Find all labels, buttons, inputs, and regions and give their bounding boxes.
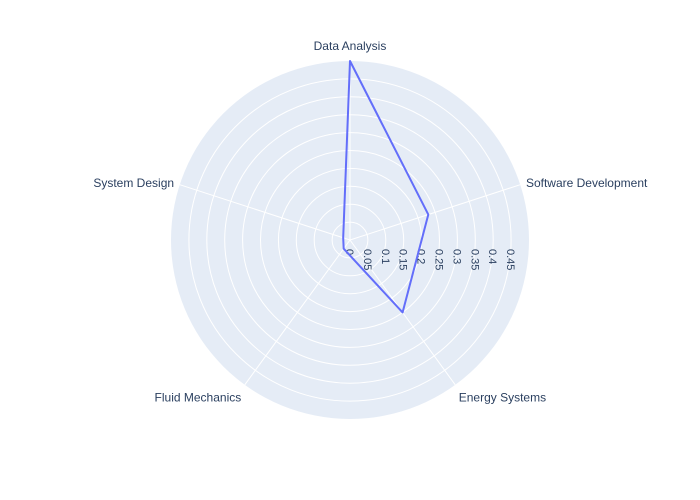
category-labels: Data Analysis Software Development Energy … — [93, 39, 648, 405]
radial-tick-label: 0.4 — [486, 249, 498, 264]
category-label: Energy Systems — [459, 391, 546, 405]
category-label: Data Analysis — [314, 39, 387, 53]
radial-tick-labels: 0 0.05 0.1 0.15 0.2 0.25 0.3 0.35 0.4 0.45 — [343, 249, 516, 270]
angular-gridline — [349, 184, 521, 241]
radial-tick-label: 0.1 — [379, 249, 391, 264]
radial-tick-label: 0.15 — [397, 249, 409, 270]
radial-tick-label: 0.3 — [450, 249, 462, 264]
category-label: Fluid Mechanics — [155, 391, 242, 405]
angular-gridline — [244, 239, 351, 386]
series-polygon — [342, 60, 430, 314]
radial-tick-label: 0 — [343, 249, 355, 255]
radial-tick-label: 0.45 — [504, 249, 516, 270]
radial-tick-label: 0.05 — [361, 249, 373, 270]
category-label: Software Development — [526, 176, 648, 190]
category-label: System Design — [93, 176, 174, 190]
radial-tick-label: 0.35 — [468, 249, 480, 270]
angular-gridline — [179, 184, 351, 241]
radial-tick-label: 0.25 — [433, 249, 445, 270]
